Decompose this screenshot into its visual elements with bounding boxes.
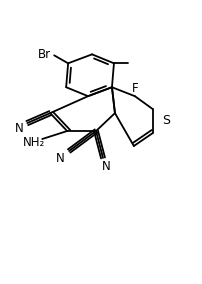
Text: Br: Br — [38, 48, 51, 61]
Text: F: F — [132, 82, 138, 95]
Text: N: N — [102, 160, 110, 174]
Text: N: N — [15, 122, 24, 135]
Text: S: S — [162, 114, 170, 127]
Text: NH₂: NH₂ — [23, 137, 45, 149]
Text: N: N — [56, 153, 64, 166]
